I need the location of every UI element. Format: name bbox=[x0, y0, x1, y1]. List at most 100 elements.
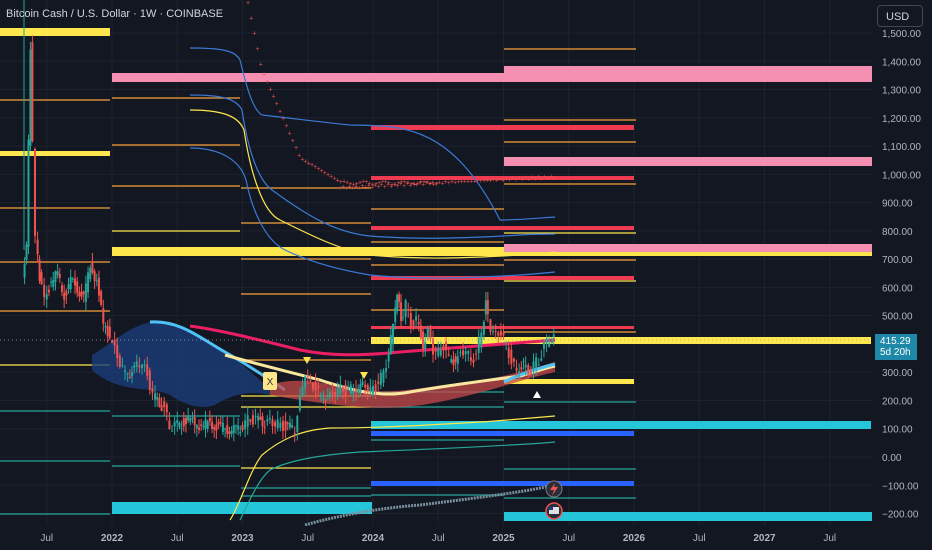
cross-marker: + bbox=[546, 176, 550, 183]
candle-body bbox=[286, 422, 289, 425]
cross-marker: + bbox=[371, 181, 375, 188]
cross-marker: + bbox=[387, 180, 391, 187]
timeframe[interactable]: 1W bbox=[139, 8, 157, 20]
cross-marker: + bbox=[422, 179, 426, 186]
x-tick-label: Jul bbox=[171, 533, 184, 544]
x-tick-label: 2024 bbox=[362, 533, 385, 544]
cross-marker: + bbox=[399, 181, 403, 188]
candle-body bbox=[339, 384, 342, 395]
cross-marker: + bbox=[256, 46, 260, 53]
candle-body bbox=[180, 427, 183, 429]
candle-body bbox=[317, 386, 320, 388]
candle-body bbox=[31, 42, 34, 141]
candle-body bbox=[347, 388, 350, 390]
band-teal-low bbox=[239, 441, 556, 521]
cross-marker: + bbox=[354, 183, 358, 190]
cross-marker: + bbox=[460, 179, 464, 186]
candle-body bbox=[374, 384, 377, 392]
cross-marker: + bbox=[249, 15, 253, 22]
candle-body bbox=[78, 291, 81, 297]
candle-body bbox=[239, 432, 242, 434]
candle-body bbox=[230, 431, 233, 435]
candle-body bbox=[288, 422, 291, 428]
zone-red-2 bbox=[371, 176, 634, 180]
candle-body bbox=[219, 422, 222, 424]
last-price-tag: 415.29 5d 20h bbox=[875, 334, 917, 360]
currency-button[interactable]: USD bbox=[877, 5, 923, 27]
candle-body bbox=[291, 425, 294, 428]
trend-cyan bbox=[503, 362, 556, 384]
price-axis[interactable]: 1,500.00 1,400.00 1,300.00 1,200.00 1,100.00… bbox=[872, 0, 932, 550]
cross-marker: + bbox=[408, 182, 412, 189]
time-axis[interactable]: Jul 2022 Jul 2023 Jul 2024 Jul 2025 Jul 2026 Jul 20… bbox=[0, 526, 932, 550]
candle-body bbox=[206, 421, 209, 429]
candle-body bbox=[355, 388, 358, 393]
candle-body bbox=[520, 367, 523, 370]
y-tick-label: −200.00 bbox=[882, 510, 919, 521]
candle-body bbox=[154, 393, 157, 400]
cross-marker: + bbox=[495, 178, 499, 185]
cross-marker: + bbox=[447, 180, 451, 187]
candle-body bbox=[535, 357, 538, 368]
cross-marker: + bbox=[355, 181, 359, 188]
cross-marker: + bbox=[281, 116, 285, 123]
y-tick-label: 1,400.00 bbox=[882, 57, 921, 68]
candle-body bbox=[165, 404, 168, 413]
candle-body bbox=[341, 387, 344, 392]
candle-body bbox=[213, 427, 216, 430]
candle-body bbox=[259, 416, 262, 420]
cross-marker: + bbox=[453, 180, 457, 187]
candle-body bbox=[349, 384, 352, 394]
candle-body bbox=[344, 384, 347, 396]
marker-up-1 bbox=[533, 391, 541, 398]
candle-body bbox=[108, 326, 111, 339]
cross-marker: + bbox=[543, 174, 547, 181]
flag-icon[interactable] bbox=[545, 502, 563, 520]
candle-body bbox=[482, 321, 485, 335]
cross-marker: + bbox=[383, 184, 387, 191]
cross-marker: + bbox=[402, 183, 406, 190]
candle-body bbox=[80, 291, 83, 297]
marker-x-box[interactable] bbox=[263, 372, 277, 390]
cross-marker: + bbox=[272, 94, 276, 101]
symbol-name[interactable]: Bitcoin Cash / U.S. Dollar bbox=[6, 8, 131, 20]
candle-body bbox=[424, 341, 427, 350]
candle-body bbox=[173, 421, 176, 427]
candle-body bbox=[36, 239, 39, 255]
zone-yellow-top bbox=[0, 28, 110, 36]
cross-marker: + bbox=[456, 179, 460, 186]
candle-body bbox=[301, 386, 304, 396]
candle-body bbox=[43, 285, 46, 298]
candle-body bbox=[193, 417, 196, 426]
candle-body bbox=[499, 330, 502, 336]
cross-marker: + bbox=[482, 178, 486, 185]
candle-body bbox=[377, 381, 380, 384]
candle-body bbox=[63, 293, 66, 300]
candle-body bbox=[23, 264, 26, 278]
candle-body bbox=[182, 418, 185, 427]
candle-body bbox=[284, 420, 287, 431]
lightning-icon[interactable] bbox=[545, 480, 563, 498]
candle-body bbox=[497, 332, 500, 336]
cross-marker: + bbox=[367, 183, 371, 190]
candle-body bbox=[464, 351, 467, 355]
cross-marker: + bbox=[536, 174, 540, 181]
cross-marker: + bbox=[469, 178, 473, 185]
cross-marker: + bbox=[368, 180, 372, 187]
cloud-red bbox=[270, 362, 555, 408]
cross-marker: + bbox=[348, 181, 352, 188]
candle-body bbox=[304, 376, 307, 388]
candle-body bbox=[394, 307, 397, 323]
candle-body bbox=[241, 424, 244, 431]
marker-down-2 bbox=[360, 372, 368, 379]
cross-marker: + bbox=[432, 181, 436, 188]
candle-body bbox=[226, 425, 229, 434]
cross-marker: + bbox=[476, 178, 480, 185]
candle-body bbox=[542, 342, 545, 349]
candle-body bbox=[89, 267, 92, 280]
bar-countdown: 5d 20h bbox=[880, 347, 911, 358]
candle-body bbox=[29, 49, 32, 146]
cross-marker: + bbox=[463, 179, 467, 186]
